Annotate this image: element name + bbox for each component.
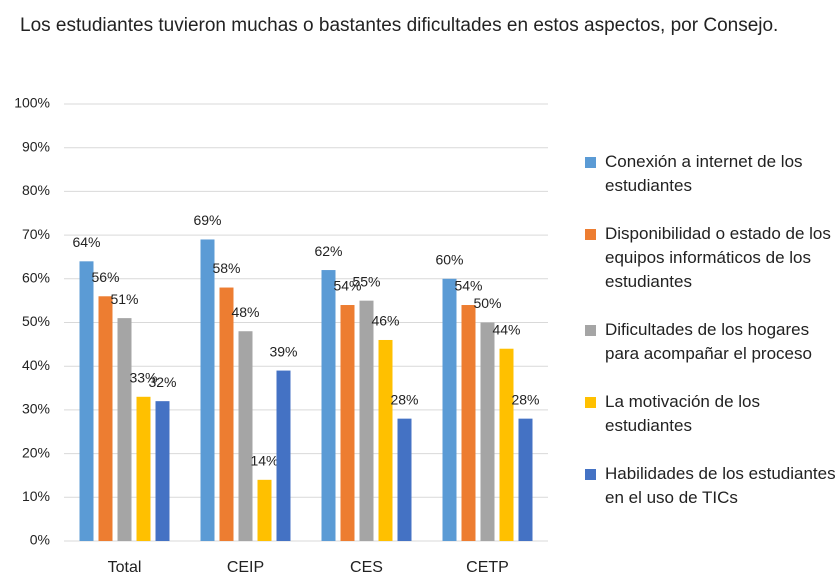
bar [238,331,253,541]
bar [155,401,170,541]
bar [461,305,476,541]
data-label: 32% [148,374,176,390]
legend-swatch [585,229,596,240]
chart-title: Los estudiantes tuvieron muchas o bastan… [20,15,779,36]
x-tick-label: Total [108,559,142,576]
bar [480,322,495,541]
data-label: 56% [91,269,119,285]
x-tick-label: CETP [466,559,509,576]
data-label: 54% [454,278,482,294]
bar [518,418,533,541]
y-tick-label: 20% [22,444,50,460]
bar [359,300,374,541]
x-tick-label: CES [350,559,383,576]
legend-swatch [585,397,596,408]
data-label: 51% [110,291,138,307]
y-tick-label: 0% [30,532,50,548]
legend-entry: La motivación de los estudiantes [585,390,837,438]
data-label: 64% [72,234,100,250]
bar [321,270,336,541]
bar [442,278,457,541]
bar [117,318,132,541]
data-label: 48% [231,304,259,320]
legend-label: Dificultades de los hogares para acompañ… [605,320,812,363]
data-label: 50% [473,295,501,311]
data-label: 54% [333,278,361,294]
legend-label: Habilidades de los estudiantes en el uso… [605,464,836,507]
legend-label: Conexión a internet de los estudiantes [605,152,803,195]
data-label: 58% [212,260,240,276]
bar [499,348,514,541]
legend-swatch [585,469,596,480]
bar [200,239,215,541]
data-label: 46% [371,313,399,329]
bar [257,479,272,541]
y-tick-label: 70% [22,226,50,242]
y-tick-label: 80% [22,182,50,198]
legend-entry: Habilidades de los estudiantes en el uso… [585,462,837,510]
data-label: 60% [435,252,463,268]
legend-swatch [585,157,596,168]
bar [340,305,355,541]
y-tick-label: 50% [22,313,50,329]
bar [378,339,393,541]
data-label: 14% [250,453,278,469]
data-label: 55% [352,273,380,289]
y-tick-label: 100% [14,95,50,111]
data-label: 28% [390,391,418,407]
y-tick-label: 30% [22,401,50,417]
legend-entry: Dificultades de los hogares para acompañ… [585,318,837,366]
legend: Conexión a internet de los estudiantes Di… [585,150,837,534]
y-tick-label: 10% [22,488,50,504]
bar [397,418,412,541]
data-label: 44% [492,321,520,337]
bar [276,370,291,541]
legend-entry: Conexión a internet de los estudiantes [585,150,837,198]
x-tick-label: CEIP [227,559,264,576]
bar [136,396,151,541]
legend-label: La motivación de los estudiantes [605,392,760,435]
data-label: 62% [314,243,342,259]
bar [98,296,113,541]
data-label: 39% [269,343,297,359]
y-tick-label: 40% [22,357,50,373]
data-label: 69% [193,212,221,228]
y-tick-label: 60% [22,270,50,286]
legend-entry: Disponibilidad o estado de los equipos i… [585,222,837,294]
y-tick-label: 90% [22,138,50,154]
data-label: 33% [129,369,157,385]
bar [219,287,234,541]
legend-label: Disponibilidad o estado de los equipos i… [605,224,831,291]
data-label: 28% [511,391,539,407]
legend-swatch [585,325,596,336]
bar [79,261,94,541]
